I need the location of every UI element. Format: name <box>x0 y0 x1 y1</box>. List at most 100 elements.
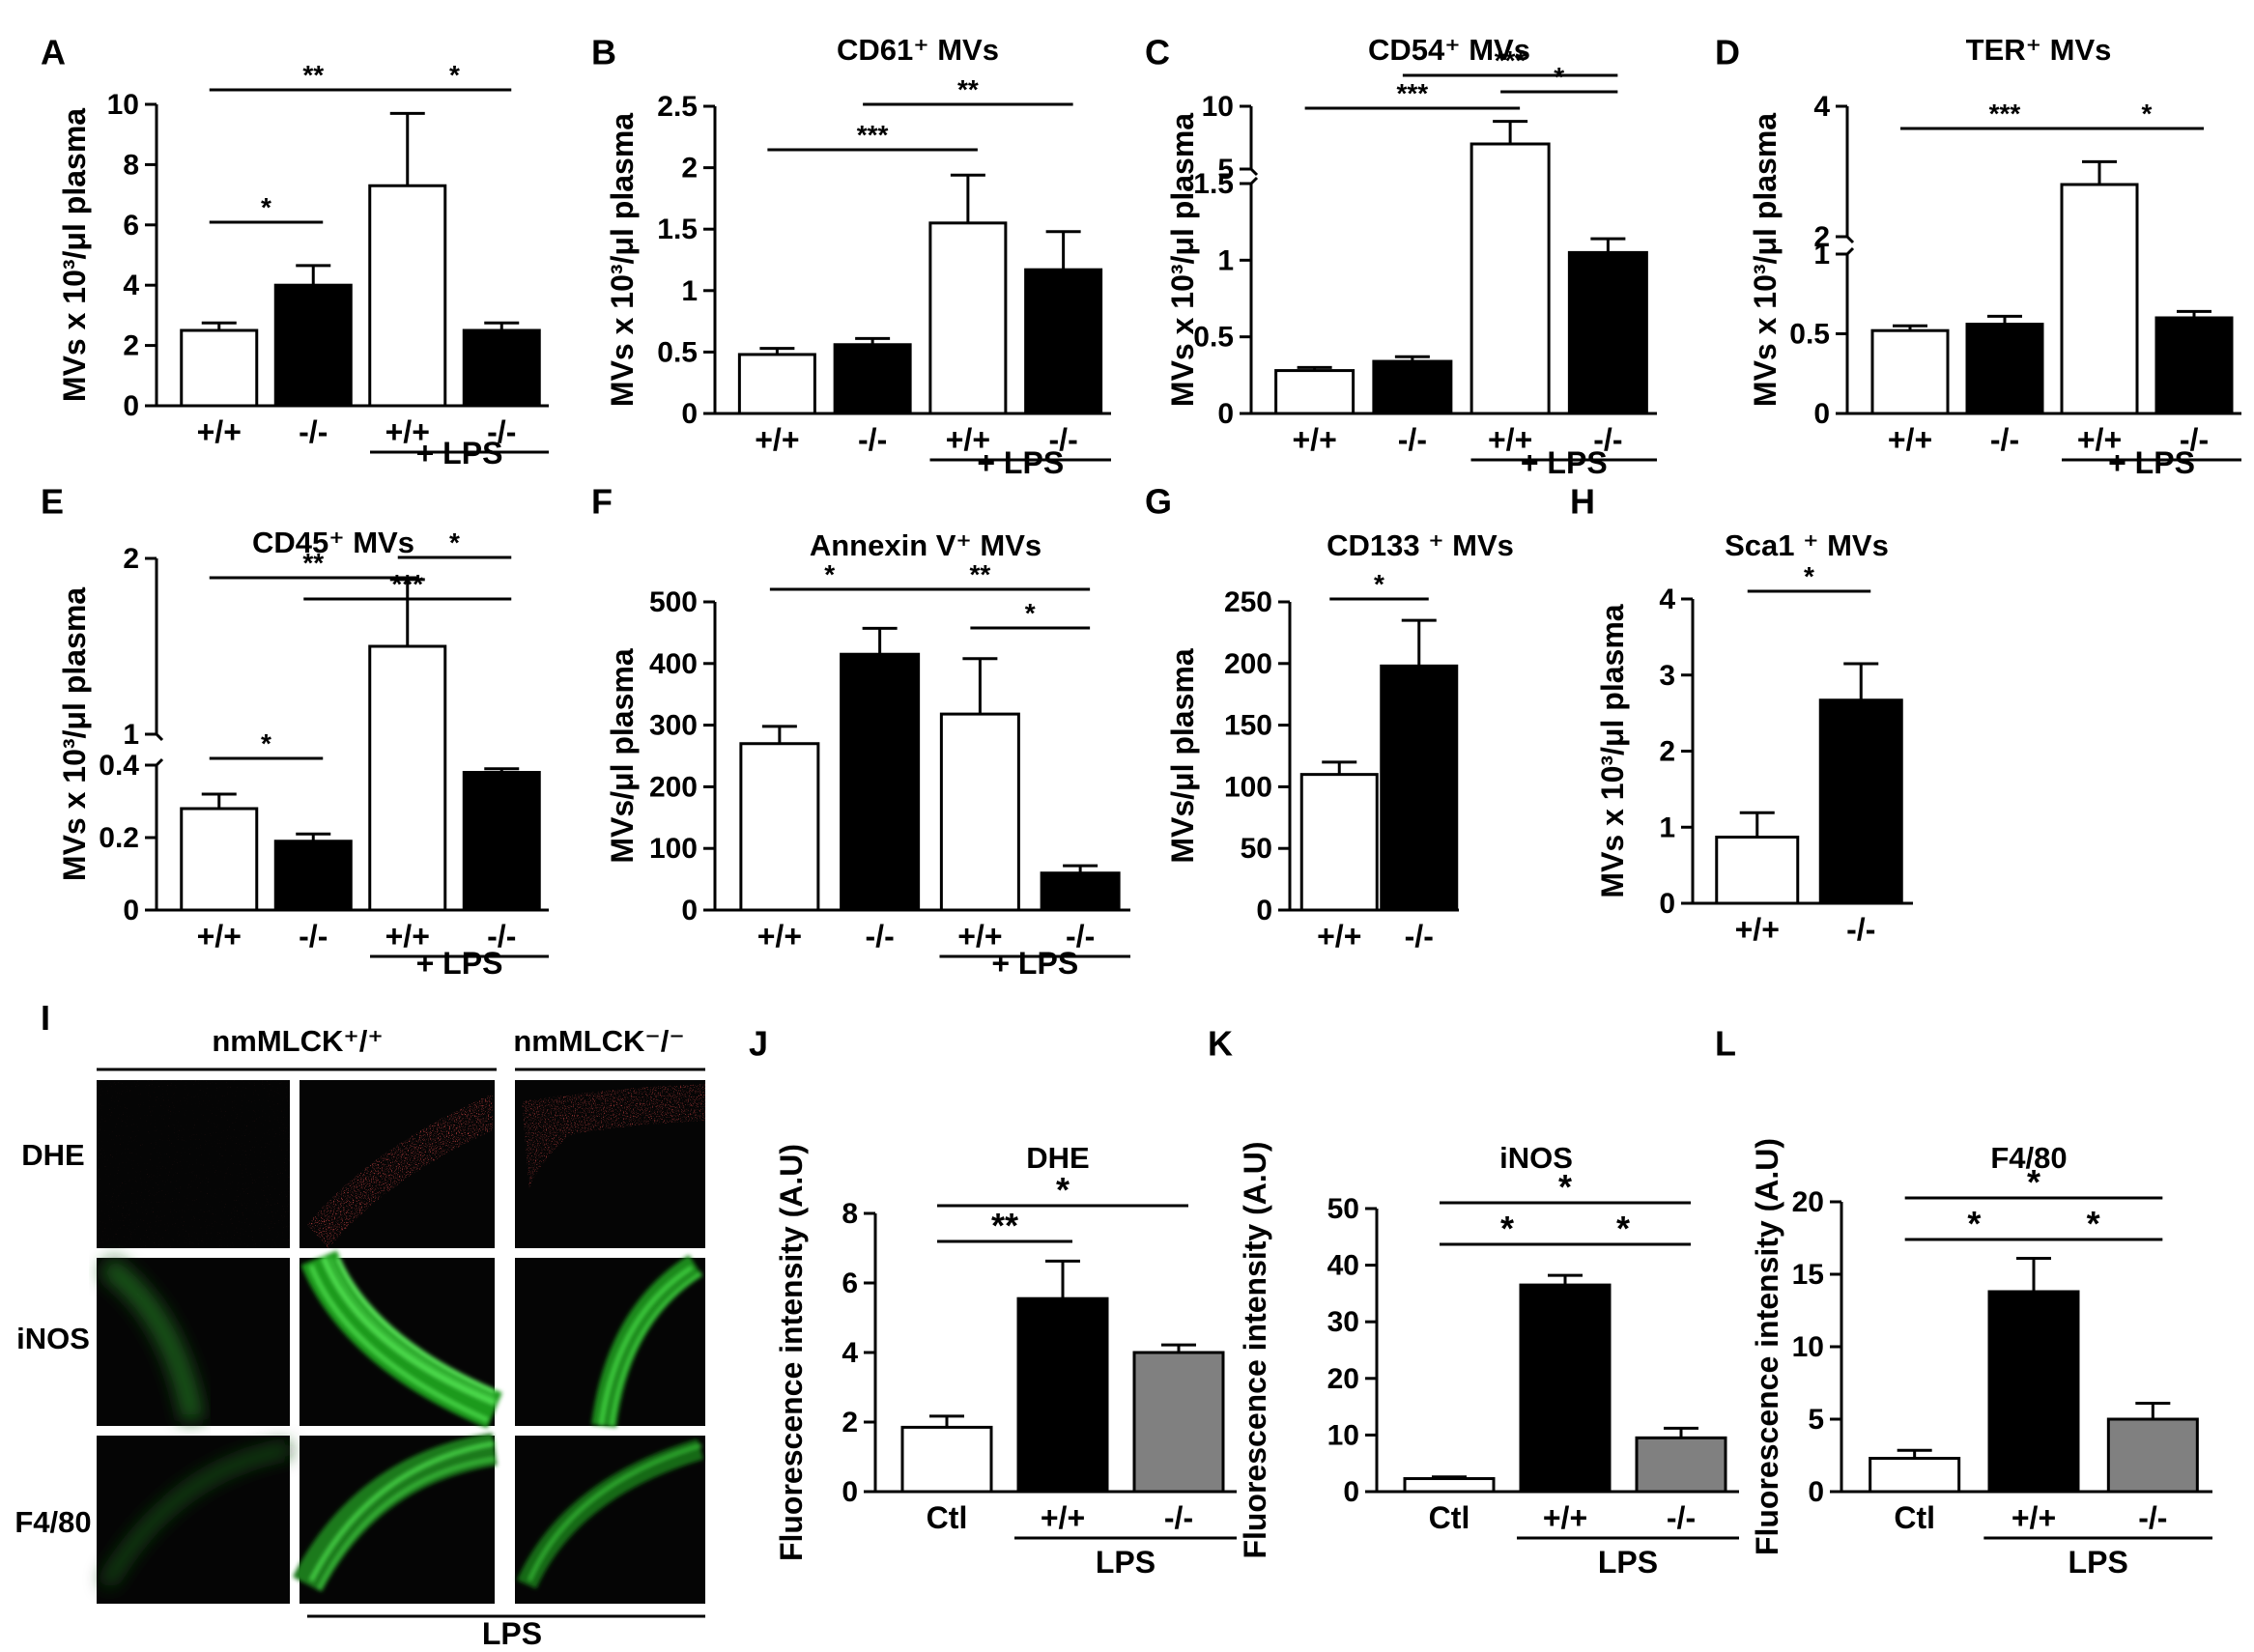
y-tick-label-F: 300 <box>649 710 698 742</box>
chart-panel-B: B CD61⁺ MVs MVs x 10³/μl plasma 0 0.5 1 1.5 2 2.… <box>591 32 1111 480</box>
category-label-K-2: -/- <box>1667 1500 1696 1535</box>
significance-label-L-1: * <box>2087 1204 2100 1243</box>
y-tick-label-J: 2 <box>842 1407 858 1438</box>
y-tick-label-E: 1 <box>123 719 139 751</box>
y-axis-label-F: MVs/μl plasma <box>605 648 640 864</box>
category-label-L-2: -/- <box>2138 1500 2167 1535</box>
y-tick-label-L: 20 <box>1792 1186 1824 1218</box>
y-tick-label-F: 100 <box>649 833 698 865</box>
bar-H-1 <box>1818 698 1903 905</box>
micrograph-f480-ko-lps-signal <box>516 1438 704 1589</box>
group-label-D: + LPS <box>2108 445 2195 480</box>
y-tick-label-K: 50 <box>1327 1193 1359 1225</box>
significance-label-J-1: * <box>1056 1170 1070 1210</box>
y-tick-label-C: 1.5 <box>1193 168 1234 200</box>
axis-break-C <box>1249 167 1259 185</box>
category-label-A-0: +/+ <box>197 414 242 449</box>
significance-label-K-0: * <box>1500 1209 1514 1248</box>
y-axis-label-K: Fluorescence intensity (A.U) <box>1238 1141 1272 1558</box>
y-tick-label-G: 200 <box>1224 648 1272 680</box>
bar-F-3 <box>1040 871 1121 912</box>
bar-D-0 <box>1870 328 1950 415</box>
micrograph-inos-wt-lps-signal <box>300 1250 502 1429</box>
y-tick-label-C: 10 <box>1202 91 1234 123</box>
significance-label-L-0: * <box>1967 1204 1981 1243</box>
chart-title-K: iNOS <box>1499 1141 1573 1175</box>
significance-label-A-2: * <box>449 60 460 90</box>
category-label-C-2: +/+ <box>1488 422 1532 457</box>
bar-E-2 <box>368 644 447 912</box>
category-label-D-0: +/+ <box>1888 422 1932 457</box>
y-tick-label-A: 8 <box>123 149 139 181</box>
bar-A-1 <box>273 283 353 408</box>
y-axis-label-A: MVs x 10³/μl plasma <box>57 108 92 402</box>
y-tick-label-K: 10 <box>1327 1419 1359 1451</box>
category-label-B-1: -/- <box>858 422 887 457</box>
group-label-F: + LPS <box>991 946 1078 981</box>
bar-A-2 <box>368 184 447 408</box>
significance-label-C-0: *** <box>1397 78 1429 108</box>
category-label-G-0: +/+ <box>1317 919 1361 954</box>
bar-F-2 <box>939 712 1020 912</box>
chart-title-H: Sca1 ⁺ MVs <box>1725 528 1889 562</box>
bar-K-2 <box>1635 1436 1727 1494</box>
y-tick-label-F: 500 <box>649 586 698 618</box>
bar-L-2 <box>2106 1417 2199 1494</box>
y-axis-label-E: MVs x 10³/μl plasma <box>57 587 92 881</box>
y-tick-label-B: 0.5 <box>657 336 698 368</box>
y-tick-label-K: 20 <box>1327 1363 1359 1395</box>
chart-panel-G: G CD133 ⁺ MVs MVs/μl plasma 0 50 100 150 200 250… <box>1145 481 1514 954</box>
micrograph-f480-wt-lps-signal <box>292 1433 498 1592</box>
y-tick-label-B: 0 <box>681 398 698 430</box>
y-tick-label-L: 0 <box>1808 1476 1824 1508</box>
header-knockout: nmMLCK⁻/⁻ <box>513 1024 684 1058</box>
y-axis-label-C: MVs x 10³/μl plasma <box>1165 113 1200 407</box>
panel-label-A: A <box>41 32 66 71</box>
y-tick-label-G: 0 <box>1256 895 1272 926</box>
y-tick-label-K: 30 <box>1327 1306 1359 1338</box>
y-axis-label-G: MVs/μl plasma <box>1165 648 1200 864</box>
y-tick-label-K: 40 <box>1327 1250 1359 1282</box>
y-tick-label-A: 4 <box>123 270 139 301</box>
chart-panel-E: E CD45⁺ MVs MVs x 10³/μl plasma 0 0.2 0.41 2 +/… <box>41 481 549 981</box>
chart-panel-D: D TER⁺ MVs MVs x 10³/μl plasma 0 0.5 12 4 +/+ -/… <box>1715 32 2241 480</box>
bar-A-3 <box>462 328 541 408</box>
micrograph-panel: I nmMLCK⁺/⁺ nmMLCK⁻/⁻ DHE iNOS F4/80 <box>14 998 705 1651</box>
bar-E-1 <box>273 840 353 912</box>
category-label-G-1: -/- <box>1405 919 1434 954</box>
category-label-H-1: -/- <box>1846 912 1875 947</box>
y-tick-label-B: 1.5 <box>657 214 698 245</box>
chart-title-E: CD45⁺ MVs <box>252 526 414 559</box>
bar-F-0 <box>739 742 820 912</box>
category-label-C-3: -/- <box>1593 422 1622 457</box>
significance-label-F-0: * <box>824 559 835 589</box>
category-label-A-1: -/- <box>299 414 328 449</box>
y-tick-label-D: 1 <box>1813 239 1830 271</box>
bar-G-0 <box>1299 773 1379 912</box>
group-label-K: LPS <box>1598 1545 1658 1580</box>
bar-F-1 <box>840 652 921 912</box>
y-tick-label-E: 0.2 <box>99 822 139 854</box>
category-label-F-2: +/+ <box>957 919 1002 954</box>
significance-label-A-0: * <box>261 192 271 222</box>
y-tick-label-F: 0 <box>681 895 698 926</box>
y-axis-label-L: Fluorescence intensity (A.U) <box>1750 1138 1784 1555</box>
bar-C-0 <box>1274 369 1355 415</box>
bar-K-1 <box>1519 1283 1612 1494</box>
y-tick-label-A: 2 <box>123 330 139 362</box>
bar-L-1 <box>1987 1290 2080 1494</box>
category-label-L-0: Ctl <box>1894 1500 1935 1535</box>
bar-B-1 <box>833 343 912 415</box>
bar-D-2 <box>2060 183 2139 415</box>
bar-E-3 <box>462 771 541 912</box>
y-tick-label-H: 4 <box>1659 584 1675 615</box>
significance-label-K-1: * <box>1616 1209 1630 1248</box>
category-label-F-1: -/- <box>866 919 895 954</box>
y-tick-label-G: 150 <box>1224 710 1272 742</box>
y-tick-label-B: 2.5 <box>657 91 698 123</box>
group-label-J: LPS <box>1096 1545 1156 1580</box>
bar-A-0 <box>180 328 259 408</box>
y-tick-label-E: 0 <box>123 895 139 926</box>
